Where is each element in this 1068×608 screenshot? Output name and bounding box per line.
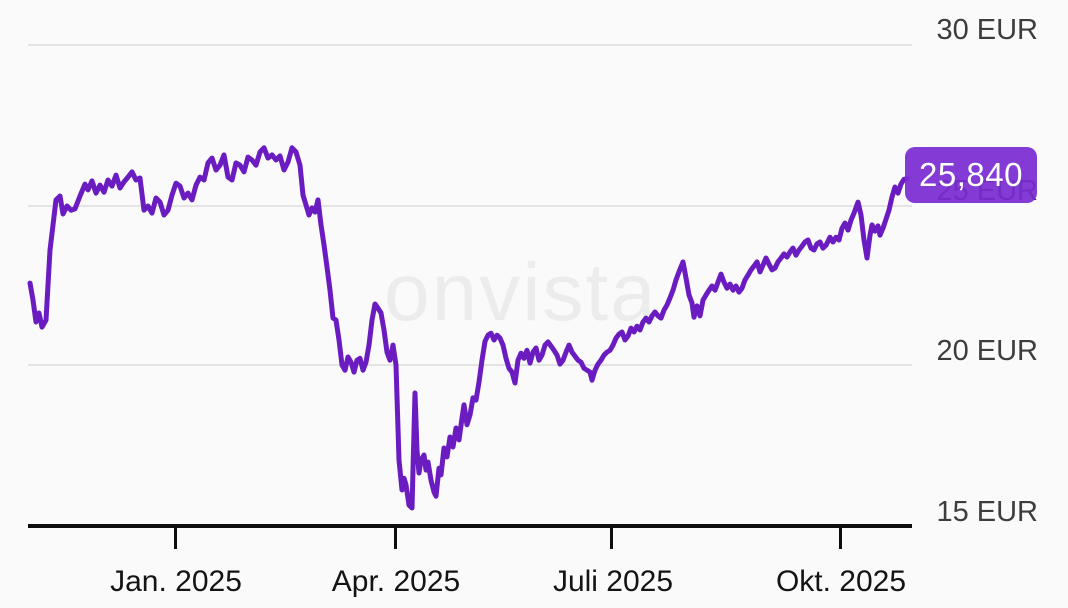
x-axis-label-okt: Okt. 2025 [775,565,907,598]
gridline-25-eur [28,205,912,207]
gridline-30-eur [28,44,912,46]
x-axis-line [28,524,912,528]
x-axis-label-apr: Apr. 2025 [331,565,461,598]
x-axis-tick-juli [610,524,613,549]
x-axis-label-juli: Juli 2025 [552,565,674,598]
price-badge-label: 25,840 [919,156,1023,193]
x-axis-tick-okt [839,524,842,549]
y-axis-label-20: 20 EUR [936,335,1038,367]
x-axis-tick-apr [394,524,397,549]
onvista-watermark: onvista [384,247,658,338]
y-axis-label-30: 30 EUR [936,14,1038,46]
price-badge: 25,840 [905,147,1037,203]
price-line [27,145,910,511]
x-axis-tick-jan [174,524,177,549]
gridline-20-eur [28,364,912,366]
y-axis-label-15: 15 EUR [936,496,1038,528]
x-axis-label-jan: Jan. 2025 [110,565,242,598]
